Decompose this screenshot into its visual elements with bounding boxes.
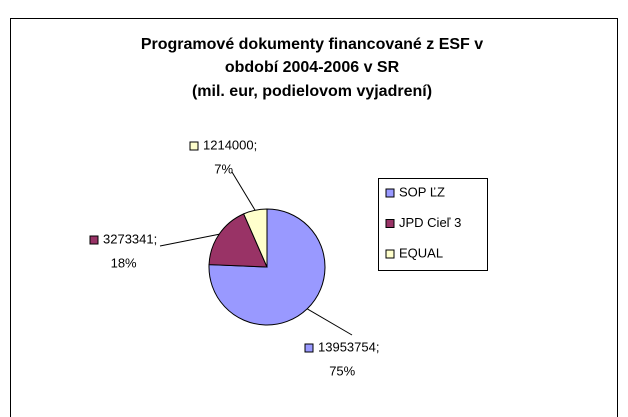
label-swatch: [89, 235, 99, 245]
data-label: 3273341;: [103, 231, 157, 246]
chart-title: období 2004-2006 v SR: [225, 59, 400, 76]
legend-swatch: [385, 188, 395, 198]
data-label: 18%: [111, 255, 137, 270]
leader-line: [231, 171, 256, 211]
label-swatch: [189, 141, 199, 151]
legend-swatch: [385, 219, 395, 228]
pie-slice: [208, 213, 268, 268]
data-label: 13953754;: [318, 339, 379, 354]
chart-title: (mil. eur, podielovom vyjadrení): [192, 83, 432, 100]
data-label: 1214000;: [203, 137, 257, 152]
legend-box: [378, 178, 488, 271]
data-label: 75%: [329, 363, 355, 378]
legend-label: EQUAL: [399, 245, 443, 260]
chart-frame: [10, 18, 618, 417]
leader-line: [159, 233, 220, 247]
data-label: 7%: [214, 161, 233, 176]
legend-label: JPD Cieľ 3: [399, 215, 461, 230]
label-swatch: [304, 343, 314, 353]
legend-label: SOP ĽZ: [399, 184, 445, 199]
chart-title: Programové dokumenty financované z ESF v: [141, 36, 483, 53]
legend-swatch: [385, 249, 395, 259]
leader-line: [306, 308, 353, 336]
